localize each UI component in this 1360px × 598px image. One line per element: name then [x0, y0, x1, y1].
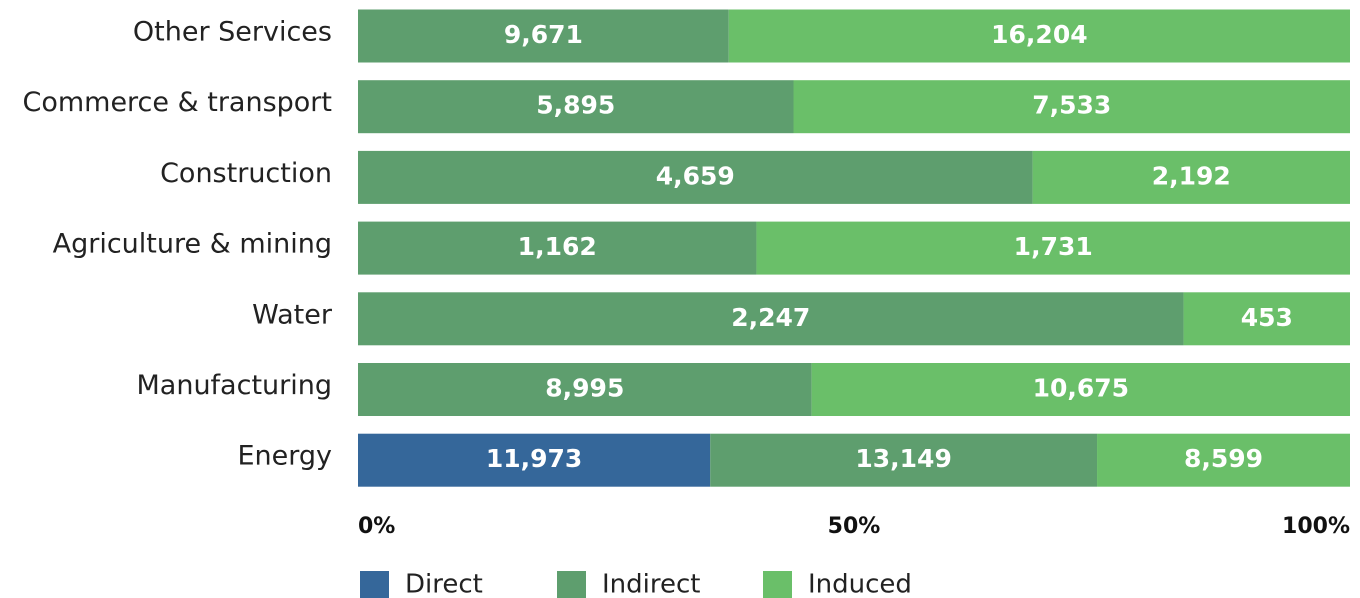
value-label: 11,973 [486, 444, 582, 473]
value-label: 2,247 [731, 303, 810, 332]
x-tick-label: 50% [828, 514, 881, 539]
value-label: 1,731 [1014, 232, 1093, 261]
bar-segment [358, 9, 729, 63]
value-label: 1,162 [518, 232, 597, 261]
value-label: 10,675 [1033, 374, 1129, 403]
category-label: Construction [160, 158, 332, 189]
legend-swatch [763, 571, 792, 598]
category-label: Other Services [133, 17, 332, 48]
value-label: 8,995 [545, 374, 624, 403]
bar-segment [793, 80, 1350, 134]
bar-segment [358, 80, 794, 134]
value-label: 8,599 [1184, 444, 1263, 473]
value-label: 7,533 [1032, 91, 1111, 120]
value-label: 5,895 [536, 91, 615, 120]
legend-label: Induced [808, 570, 912, 598]
category-label: Agriculture & mining [53, 229, 332, 260]
legend-label: Direct [405, 570, 483, 598]
bar-segment [358, 292, 1184, 346]
value-label: 16,204 [991, 20, 1087, 49]
value-label: 4,659 [656, 161, 735, 190]
bar-segment [1183, 292, 1350, 346]
legend-label: Indirect [602, 570, 700, 598]
x-tick-label: 100% [1282, 514, 1350, 539]
category-label: Commerce & transport [22, 87, 332, 118]
bar-segment [358, 150, 1033, 204]
bar-segment [728, 9, 1350, 63]
legend-swatch [557, 571, 586, 598]
value-label: 9,671 [504, 20, 583, 49]
x-tick-label: 0% [358, 514, 395, 539]
category-label: Manufacturing [136, 370, 332, 401]
bar-segment [1097, 433, 1350, 487]
bar-segment [358, 433, 711, 487]
category-label: Water [252, 299, 333, 330]
legend-swatch [360, 571, 389, 598]
bar-segment [710, 433, 1098, 487]
category-label: Energy [237, 441, 332, 472]
bar-segment [358, 221, 757, 275]
bar-segment [358, 363, 812, 416]
value-label: 453 [1241, 303, 1293, 332]
value-label: 2,192 [1152, 161, 1231, 190]
bar-segment [756, 221, 1350, 275]
bar-segment [1032, 150, 1350, 204]
value-label: 13,149 [855, 444, 951, 473]
bar-segment [811, 363, 1350, 416]
